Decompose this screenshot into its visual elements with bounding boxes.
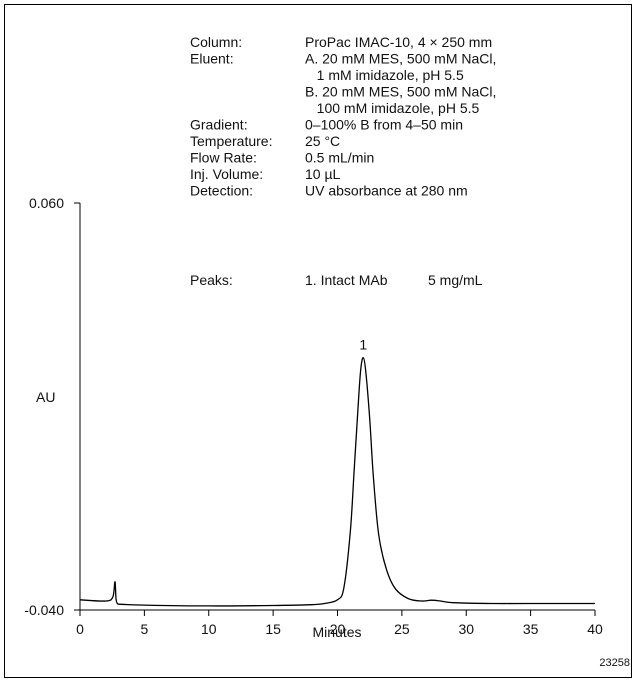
peaks-key: Peaks: [190,272,233,288]
peaks-name: 1. Intact MAb [305,272,388,288]
x-axis-label: Minutes [312,624,361,640]
condition-value: B. 20 mM MES, 500 mM NaCl, [305,84,496,100]
condition-value: 0–100% B from 4–50 min [305,117,463,133]
condition-value: 0.5 mL/min [305,150,374,166]
condition-value: 10 µL [305,166,341,182]
x-tick-label: 30 [458,621,474,637]
peaks-conc: 5 mg/mL [428,272,483,288]
x-tick-label: 40 [587,621,603,637]
condition-key: Flow Rate: [190,150,257,166]
y-ticks: 0.060 -0.040 [24,195,80,618]
condition-key: Detection: [190,183,253,199]
figure-frame [4,4,632,678]
peak-label: 1 [359,337,367,353]
x-tick-label: 20 [330,621,346,637]
chromatogram-trace [79,357,595,607]
condition-value: A. 20 mM MES, 500 mM NaCl, [305,51,496,67]
figure-id: 23258 [599,657,630,669]
condition-value: 1 mM imidazole, pH 5.5 [305,67,464,83]
condition-key: Temperature: [190,133,272,149]
condition-value: UV absorbance at 280 nm [305,183,468,199]
x-ticks: 0 5 10 15 20 25 30 35 40 [76,610,603,637]
y-tick-label: -0.040 [24,602,64,618]
condition-key: Eluent: [190,51,234,67]
x-tick-label: 5 [140,621,148,637]
conditions-block: Column: ProPac IMAC-10, 4 × 250 mm Eluent:… [190,34,496,199]
x-tick-label: 25 [394,621,410,637]
x-tick-label: 15 [265,621,281,637]
condition-value: ProPac IMAC-10, 4 × 250 mm [305,34,492,50]
peak-labels: 1 [359,337,367,353]
condition-value: 100 mM imidazole, pH 5.5 [305,100,480,116]
y-tick-label: 0.060 [29,195,64,211]
condition-key: Gradient: [190,117,248,133]
condition-value: 25 °C [305,133,340,149]
peaks-info: Peaks: 1. Intact MAb 5 mg/mL [190,272,483,288]
x-tick-label: 10 [201,621,217,637]
y-axis-label: AU [36,389,55,405]
condition-key: Column: [190,34,242,50]
x-tick-label: 0 [76,621,84,637]
condition-key: Inj. Volume: [190,166,263,182]
x-tick-label: 35 [523,621,539,637]
